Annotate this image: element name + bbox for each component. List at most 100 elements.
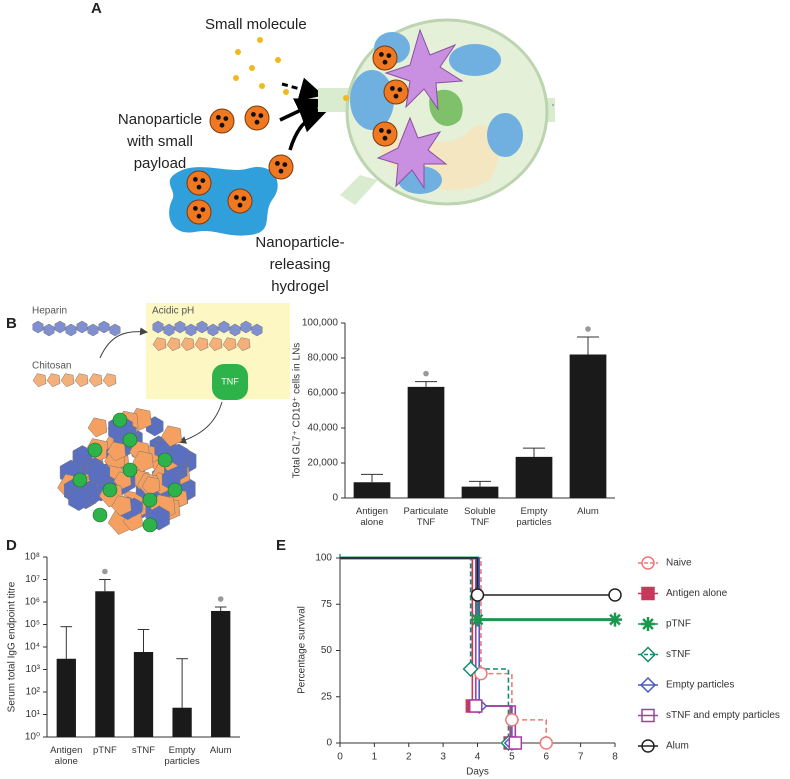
payload	[216, 115, 221, 120]
payload	[397, 87, 403, 92]
x-tick-foreign: Alum	[577, 506, 599, 517]
polymer	[168, 443, 189, 467]
payload	[258, 113, 264, 118]
marker	[474, 666, 488, 681]
marker-shape	[470, 588, 485, 602]
payload	[219, 122, 225, 128]
heparin-unit	[98, 320, 110, 334]
follicle	[449, 44, 501, 76]
heparin-unit	[65, 323, 77, 337]
x-tick-label: Alum	[209, 745, 232, 756]
significance-marker	[217, 596, 224, 602]
heparin-unit	[207, 323, 219, 337]
bar	[461, 486, 499, 498]
heparin-unit	[185, 323, 197, 337]
x-tick-foreign: Antigen alone	[50, 745, 82, 767]
survival-line	[340, 557, 513, 743]
tnf-particle	[122, 432, 138, 448]
bar	[569, 354, 607, 498]
heparin-unit	[196, 320, 208, 334]
y-tick-label: 0	[326, 738, 332, 749]
chitosan-unit	[88, 373, 103, 388]
payload	[386, 129, 392, 135]
survival-line	[340, 557, 615, 596]
polymer	[106, 441, 126, 462]
nanoparticle	[186, 199, 212, 225]
survival-line	[340, 557, 511, 743]
payload	[393, 93, 399, 99]
x-tick-foreign: sTNF	[132, 745, 155, 756]
bar	[95, 591, 115, 737]
bar	[353, 482, 391, 498]
chitosan-unit	[102, 373, 117, 388]
significance-marker	[423, 370, 429, 377]
polymer	[111, 495, 132, 517]
payload	[386, 53, 392, 58]
tnf-particle	[92, 507, 108, 523]
marker-shape	[505, 713, 519, 727]
diagram-a: Small molecule Nanoparticle with small p…	[118, 16, 555, 295]
marker-shape	[508, 736, 523, 750]
bar	[515, 456, 553, 498]
heparin-unit	[54, 320, 66, 334]
bar	[211, 610, 231, 737]
payload	[241, 196, 247, 202]
bar	[133, 651, 154, 737]
y-tick-label: 75	[321, 599, 333, 610]
marker	[539, 736, 553, 750]
y-tick-label: 50	[321, 645, 333, 656]
y-tick-label: 60,000	[307, 388, 338, 399]
payload	[379, 52, 384, 57]
tnf-particle	[112, 412, 128, 428]
chitosan-unit	[60, 373, 75, 388]
polymer	[161, 425, 182, 447]
x-tick-foreign: Soluble TNF	[464, 506, 496, 528]
x-tick-label: Alum	[577, 506, 599, 517]
tnf-particle	[87, 442, 103, 458]
survival-line	[340, 557, 517, 743]
nanoparticle	[268, 154, 294, 180]
x-tick-label: 2	[406, 752, 412, 763]
x-tick-foreign: Antigen alone	[355, 506, 389, 528]
follicle	[350, 70, 394, 130]
legend-label: pTNF	[666, 619, 691, 630]
nanoparticle	[244, 105, 270, 131]
arrow	[281, 77, 324, 101]
x-tick-label: Empty particles	[516, 506, 552, 528]
vessel	[340, 175, 378, 205]
significance-marker	[585, 326, 591, 332]
tnf-particle	[72, 472, 88, 488]
bar	[407, 386, 445, 498]
payload	[196, 213, 202, 219]
polymer	[87, 417, 108, 438]
nanoparticle	[209, 108, 235, 134]
polymer	[68, 486, 90, 511]
x-tick-label: Antigen alone	[355, 506, 389, 528]
small-molecule	[257, 37, 263, 43]
survival-line	[340, 557, 510, 743]
heparin-unit	[152, 320, 164, 334]
x-tick-foreign: pTNF	[93, 745, 117, 756]
payload	[193, 206, 198, 211]
small-molecule	[233, 75, 239, 81]
heparin-unit	[43, 323, 55, 337]
x-tick-label: Particulate TNF	[403, 506, 449, 528]
x-tick-label: 8	[612, 752, 618, 763]
label: TNF	[221, 376, 239, 386]
label: Heparin	[32, 306, 67, 317]
y-tick-label: 10⁶	[25, 597, 40, 608]
follicle	[487, 113, 523, 157]
y-tick-label: 10⁴	[25, 642, 40, 653]
y-tick-label: 20,000	[307, 458, 338, 469]
label: Nanoparticle-	[255, 234, 344, 251]
payload	[379, 127, 384, 133]
x-tick-foreign: Particulate TNF	[403, 506, 449, 528]
marker-shape	[539, 736, 553, 750]
nanoparticle	[186, 170, 212, 196]
payload	[251, 112, 256, 117]
marker	[469, 699, 483, 713]
y-tick-label: 40,000	[307, 423, 338, 434]
label: payload	[134, 155, 187, 172]
survival-line	[340, 557, 548, 743]
heparin-unit	[109, 323, 121, 337]
